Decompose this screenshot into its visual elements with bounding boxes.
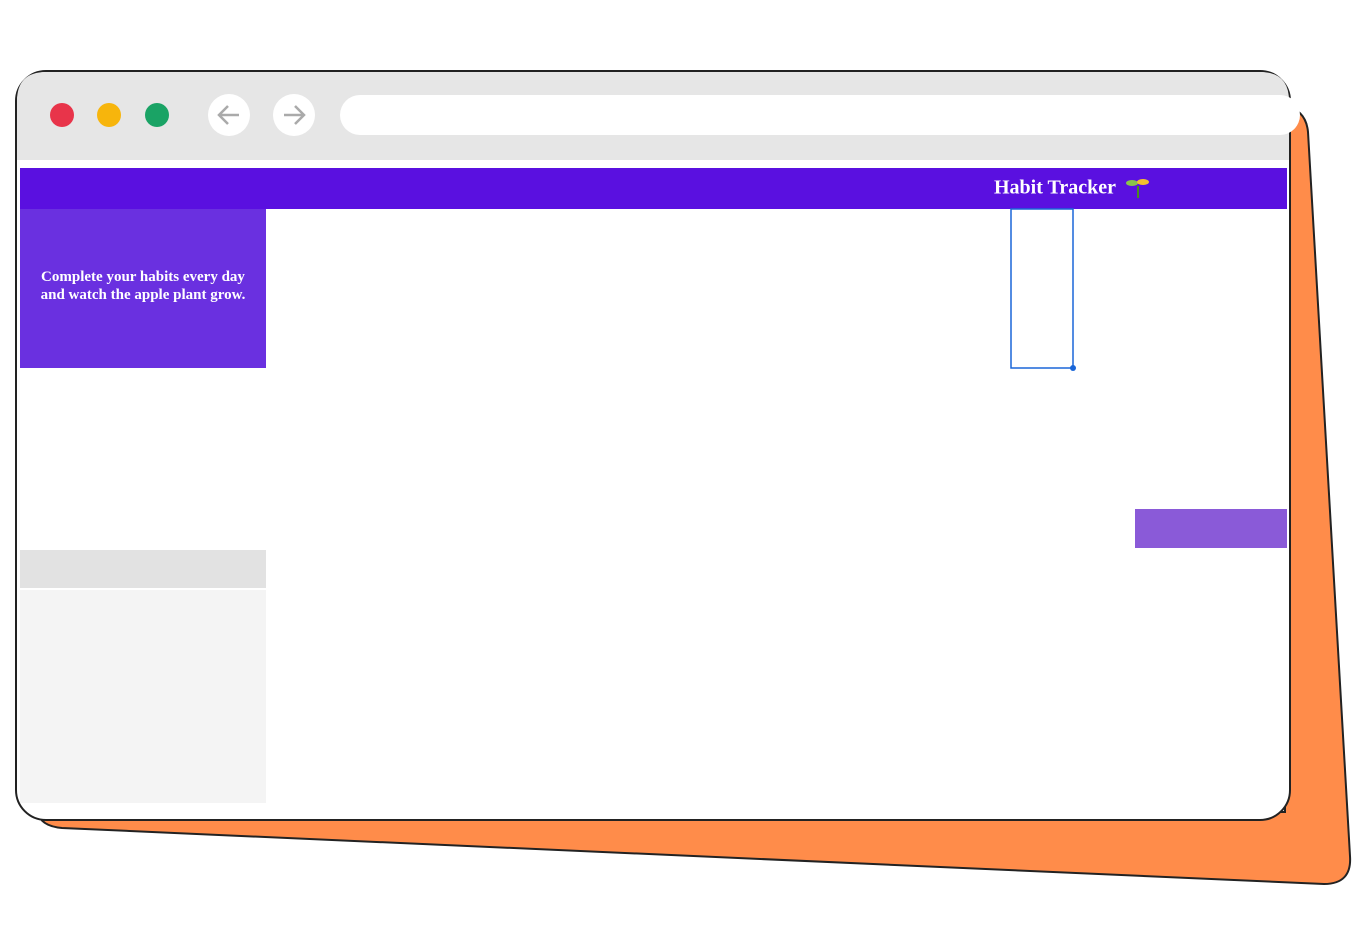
minimize-button[interactable] (97, 103, 121, 127)
habits-column (20, 590, 266, 803)
browser-window (15, 70, 1291, 821)
intro-panel (20, 209, 266, 368)
close-button[interactable] (50, 103, 74, 127)
back-button[interactable] (208, 94, 250, 136)
maximize-button[interactable] (145, 103, 169, 127)
address-bar[interactable] (340, 95, 1300, 135)
forward-button[interactable] (273, 94, 315, 136)
selection-handle (1070, 365, 1076, 371)
title: Habit Tracker (994, 177, 1116, 199)
sheet: Habit Tracker Complete your habits every… (20, 168, 1287, 803)
selected-cell (1010, 208, 1074, 369)
title-icon (1126, 179, 1149, 198)
intro-box: Complete your habits every day and watch… (40, 269, 246, 303)
habits-header-cell (20, 550, 266, 588)
title-banner (20, 168, 1287, 209)
intro-text: Complete your habits every day and watch… (40, 269, 246, 303)
week-header (1135, 509, 1287, 548)
